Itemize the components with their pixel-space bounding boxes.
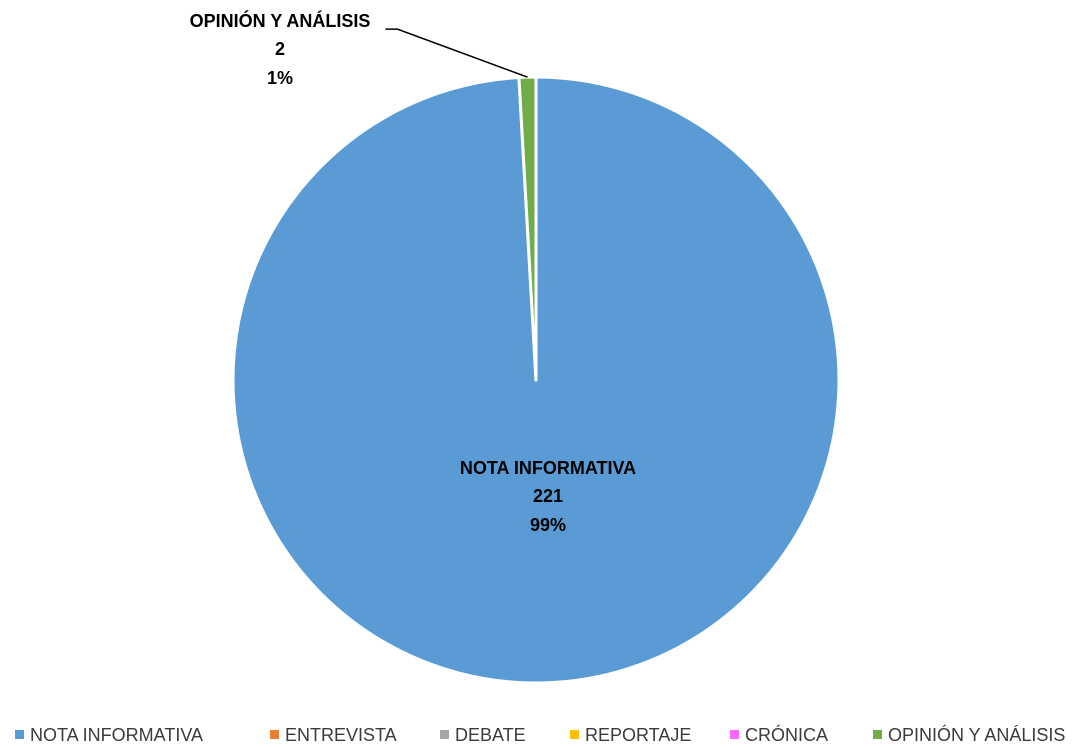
legend-item-entrevista: ENTREVISTA: [270, 725, 397, 745]
data-label-nota-informativa: NOTA INFORMATIVA 221 99%: [460, 458, 636, 535]
legend-label-opinion-y-analisis: OPINIÓN Y ANÁLISIS: [888, 724, 1065, 745]
legend-swatch-reportaje: [570, 730, 579, 739]
data-label-opinion-y-analisis: OPINIÓN Y ANÁLISIS 2 1%: [190, 10, 371, 88]
pie-slices: [231, 75, 841, 685]
legend-item-nota-informativa: NOTA INFORMATIVA: [15, 725, 203, 745]
data-label-nota-informativa-percent: 99%: [530, 515, 566, 535]
legend-item-cronica: CRÓNICA: [730, 724, 828, 745]
data-label-opinion-percent: 1%: [267, 68, 293, 88]
legend-swatch-nota-informativa: [15, 730, 24, 739]
legend-label-reportaje: REPORTAJE: [585, 725, 691, 745]
legend-label-cronica: CRÓNICA: [745, 724, 828, 745]
data-label-opinion-value: 2: [275, 39, 285, 59]
legend-item-debate: DEBATE: [440, 725, 526, 745]
legend-label-nota-informativa: NOTA INFORMATIVA: [30, 725, 203, 745]
pie-slice-opinion-y-analisis: [517, 75, 538, 382]
legend-item-reportaje: REPORTAJE: [570, 725, 691, 745]
legend-swatch-cronica: [730, 730, 739, 739]
legend-item-opinion-y-analisis: OPINIÓN Y ANÁLISIS: [873, 724, 1065, 745]
data-label-nota-informativa-category: NOTA INFORMATIVA: [460, 458, 636, 478]
chart-legend: NOTA INFORMATIVA ENTREVISTA DEBATE REPOR…: [15, 724, 1065, 745]
legend-swatch-opinion-y-analisis: [873, 730, 882, 739]
legend-swatch-debate: [440, 730, 449, 739]
leader-lines: [385, 28, 528, 78]
leader-line-opinion-y-analisis: [385, 28, 528, 78]
data-label-nota-informativa-value: 221: [533, 486, 563, 506]
data-label-opinion-category: OPINIÓN Y ANÁLISIS: [190, 10, 371, 31]
legend-swatch-entrevista: [270, 730, 279, 739]
legend-label-entrevista: ENTREVISTA: [285, 725, 397, 745]
legend-label-debate: DEBATE: [455, 725, 526, 745]
